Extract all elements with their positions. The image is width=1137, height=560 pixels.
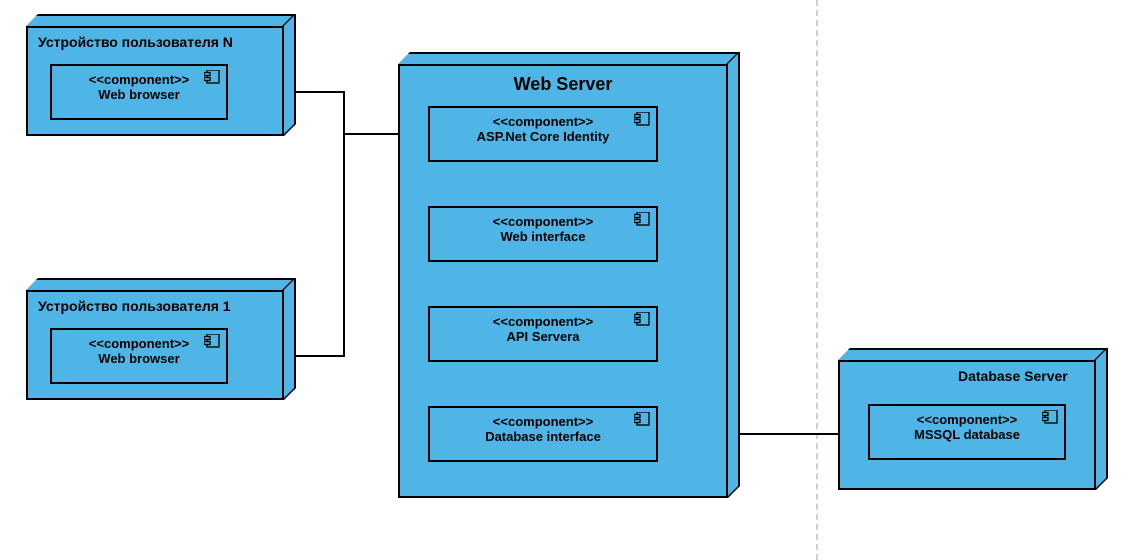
component-browser_n: <<component>>Web browser <box>50 64 228 120</box>
component-icon <box>634 112 650 126</box>
component-stereo: <<component>> <box>52 336 226 351</box>
node-3d-side <box>728 52 740 498</box>
component-name: API Servera <box>430 329 656 344</box>
component-name: MSSQL database <box>870 427 1064 442</box>
component-name: ASP.Net Core Identity <box>430 129 656 144</box>
component-name: Web browser <box>52 351 226 366</box>
component-mssql: <<component>>MSSQL database <box>868 404 1066 460</box>
component-stereo: <<component>> <box>870 412 1064 427</box>
component-icon <box>634 212 650 226</box>
component-db_if: <<component>>Database interface <box>428 406 658 462</box>
node-3d-top <box>26 14 296 26</box>
component-icon <box>1042 410 1058 424</box>
node-title-web_server: Web Server <box>398 74 728 95</box>
component-stereo: <<component>> <box>52 72 226 87</box>
component-identity: <<component>>ASP.Net Core Identity <box>428 106 658 162</box>
node-3d-side <box>284 14 296 136</box>
node-3d-side <box>1096 348 1108 490</box>
component-stereo: <<component>> <box>430 314 656 329</box>
component-browser_1: <<component>>Web browser <box>50 328 228 384</box>
component-api: <<component>>API Servera <box>428 306 658 362</box>
component-icon <box>204 70 220 84</box>
component-icon <box>204 334 220 348</box>
node-3d-top <box>398 52 740 64</box>
node-3d-top <box>26 278 296 290</box>
node-3d-side <box>284 278 296 400</box>
node-title-db_server: Database Server <box>958 368 1068 384</box>
component-stereo: <<component>> <box>430 214 656 229</box>
component-icon <box>634 412 650 426</box>
vertical-divider <box>816 0 818 560</box>
component-icon <box>634 312 650 326</box>
component-name: Database interface <box>430 429 656 444</box>
node-title-user_1: Устройство пользователя 1 <box>38 298 231 314</box>
component-name: Web interface <box>430 229 656 244</box>
component-stereo: <<component>> <box>430 114 656 129</box>
component-web_if: <<component>>Web interface <box>428 206 658 262</box>
component-name: Web browser <box>52 87 226 102</box>
node-title-user_n: Устройство пользователя N <box>38 34 233 50</box>
node-3d-top <box>838 348 1108 360</box>
component-stereo: <<component>> <box>430 414 656 429</box>
